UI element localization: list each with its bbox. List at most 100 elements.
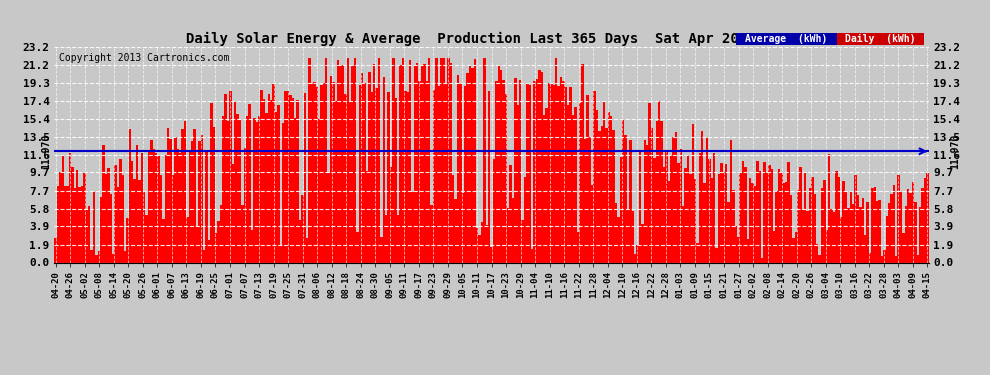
Bar	[373, 64, 375, 262]
Bar	[785, 182, 787, 262]
Bar	[596, 110, 598, 262]
Bar	[795, 232, 797, 262]
Bar	[56, 186, 59, 262]
Bar	[136, 144, 139, 262]
Bar	[502, 80, 505, 262]
Bar	[346, 58, 349, 262]
Bar	[321, 85, 323, 262]
Bar	[134, 178, 136, 262]
Bar	[876, 201, 878, 262]
Bar	[763, 162, 765, 262]
Bar	[409, 60, 411, 262]
Bar	[924, 178, 927, 262]
Bar	[828, 154, 831, 262]
Bar	[550, 84, 552, 262]
Bar	[433, 90, 436, 262]
Bar	[730, 140, 733, 262]
Bar	[653, 159, 655, 262]
Bar	[684, 168, 687, 262]
Bar	[426, 81, 428, 262]
Bar	[847, 208, 849, 262]
Bar	[742, 161, 744, 262]
Bar	[819, 255, 821, 262]
Bar	[73, 188, 76, 262]
Bar	[591, 185, 593, 262]
Bar	[852, 204, 854, 262]
Bar	[272, 84, 275, 262]
Bar	[81, 186, 83, 262]
Bar	[110, 194, 112, 262]
Bar	[927, 173, 929, 262]
Bar	[247, 116, 248, 262]
Bar	[723, 172, 725, 262]
Bar	[670, 156, 672, 262]
Bar	[531, 249, 534, 262]
Bar	[665, 150, 667, 262]
Bar	[159, 175, 162, 262]
Bar	[380, 237, 382, 262]
Bar	[454, 199, 456, 262]
Bar	[797, 190, 799, 262]
Bar	[277, 105, 279, 262]
Bar	[564, 87, 567, 262]
Bar	[237, 114, 239, 262]
Bar	[859, 207, 861, 262]
Bar	[265, 113, 267, 262]
Bar	[428, 58, 431, 262]
Bar	[191, 141, 193, 262]
Bar	[768, 165, 770, 262]
Bar	[692, 124, 694, 262]
Bar	[100, 197, 102, 262]
Bar	[244, 148, 247, 262]
Bar	[188, 152, 191, 262]
Bar	[107, 168, 110, 262]
Bar	[289, 94, 291, 262]
Bar	[658, 101, 660, 262]
Bar	[770, 169, 773, 262]
Bar	[220, 205, 222, 262]
Bar	[634, 254, 637, 262]
Bar	[485, 225, 488, 262]
Bar	[447, 58, 449, 262]
Bar	[864, 235, 866, 262]
Bar	[421, 65, 424, 262]
Bar	[392, 58, 395, 262]
Bar	[836, 171, 838, 262]
Bar	[625, 135, 627, 262]
Bar	[397, 215, 399, 262]
Bar	[351, 66, 353, 262]
Bar	[758, 171, 761, 262]
Bar	[807, 211, 809, 262]
Bar	[627, 209, 630, 262]
Bar	[98, 251, 100, 262]
Bar	[831, 209, 833, 262]
Bar	[464, 86, 466, 262]
Bar	[541, 72, 544, 262]
Bar	[71, 167, 73, 262]
Bar	[527, 83, 529, 262]
Bar	[230, 91, 232, 262]
Bar	[646, 145, 648, 262]
Bar	[799, 167, 802, 262]
Bar	[234, 102, 237, 262]
Bar	[93, 192, 95, 262]
Bar	[735, 226, 737, 262]
Bar	[255, 122, 258, 262]
Bar	[117, 186, 119, 262]
Bar	[144, 190, 146, 262]
Bar	[304, 93, 306, 262]
Bar	[613, 130, 615, 262]
Bar	[630, 140, 632, 262]
Bar	[299, 220, 301, 262]
Bar	[490, 247, 493, 262]
Text: Copyright 2013 Cartronics.com: Copyright 2013 Cartronics.com	[58, 53, 230, 63]
Bar	[375, 88, 378, 262]
Bar	[555, 58, 557, 262]
Bar	[88, 206, 90, 262]
Bar	[632, 211, 634, 262]
Bar	[284, 91, 287, 262]
Bar	[365, 171, 368, 262]
Bar	[198, 141, 201, 262]
Bar	[227, 120, 230, 262]
Bar	[419, 81, 421, 262]
